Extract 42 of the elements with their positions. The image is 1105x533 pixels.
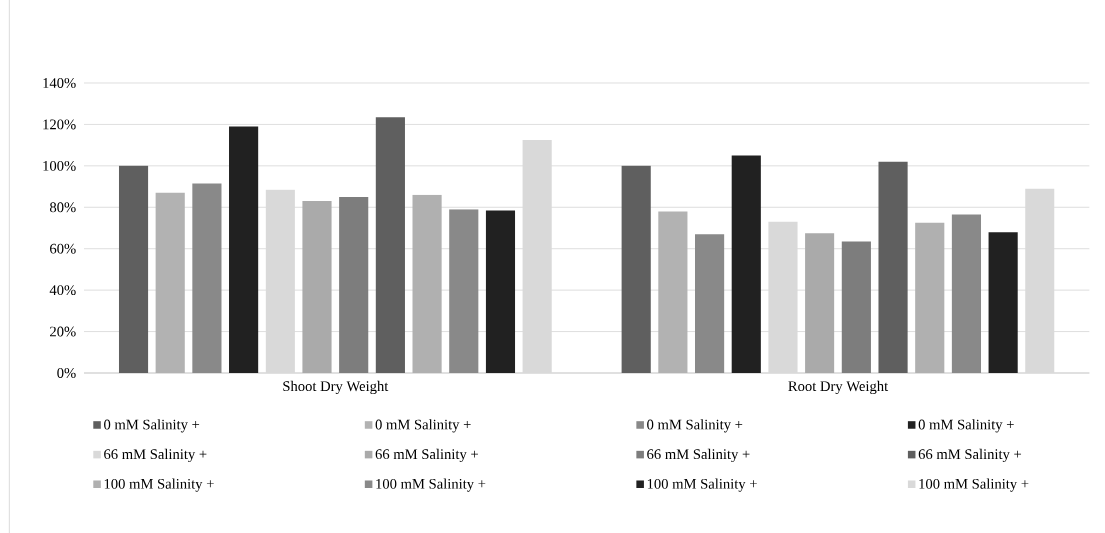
legend-label: 66 mM Salinity + (647, 448, 750, 463)
bar (192, 183, 222, 373)
bar (375, 117, 405, 373)
legend-label: 0 mM Salinity + (647, 419, 743, 433)
y-tick-label: 0% (57, 368, 76, 378)
legend-label: 0 mM Salinity + (375, 419, 471, 433)
bar (805, 233, 835, 373)
bar (485, 210, 516, 373)
x-tick-label: Root Dry Weight (788, 380, 889, 395)
legend-label: 66 mM Salinity + (375, 448, 478, 463)
bar (155, 192, 185, 373)
bar (621, 165, 651, 373)
y-tick-label: 140% (43, 78, 76, 88)
bar (841, 241, 871, 373)
bar (951, 214, 982, 373)
bar (339, 196, 369, 373)
legend-label: 100 mM Salinity + (919, 478, 1029, 492)
legend-label: 0 mM Salinity + (104, 419, 200, 433)
y-tick-label: 60% (50, 243, 76, 254)
y-tick-label: 120% (43, 119, 76, 130)
legend-label: 100 mM Salinity + (647, 478, 757, 492)
bar (695, 234, 725, 373)
legend-label: 100 mM Salinity + (104, 478, 214, 492)
bar (915, 222, 945, 373)
x-tick-label: Shoot Dry Weight (283, 380, 389, 395)
y-tick-label: 20% (50, 326, 76, 337)
bar (731, 155, 761, 373)
bar (449, 209, 479, 373)
y-tick-label: 100% (43, 160, 76, 171)
legend-label: 0 mM Salinity + (918, 419, 1014, 433)
bar (988, 232, 1018, 373)
bar (118, 165, 149, 373)
legend-label: 100 mM Salinity + (376, 478, 486, 492)
legend-label: 66 mM Salinity + (104, 448, 207, 463)
bar (658, 211, 688, 373)
y-tick-label: 40% (49, 285, 76, 296)
legend-label: 66 mM Salinity + (918, 448, 1022, 463)
y-tick-label: 80% (49, 202, 76, 213)
bar (412, 194, 442, 373)
bar (302, 201, 332, 373)
bar (229, 126, 259, 373)
bar (878, 161, 908, 373)
